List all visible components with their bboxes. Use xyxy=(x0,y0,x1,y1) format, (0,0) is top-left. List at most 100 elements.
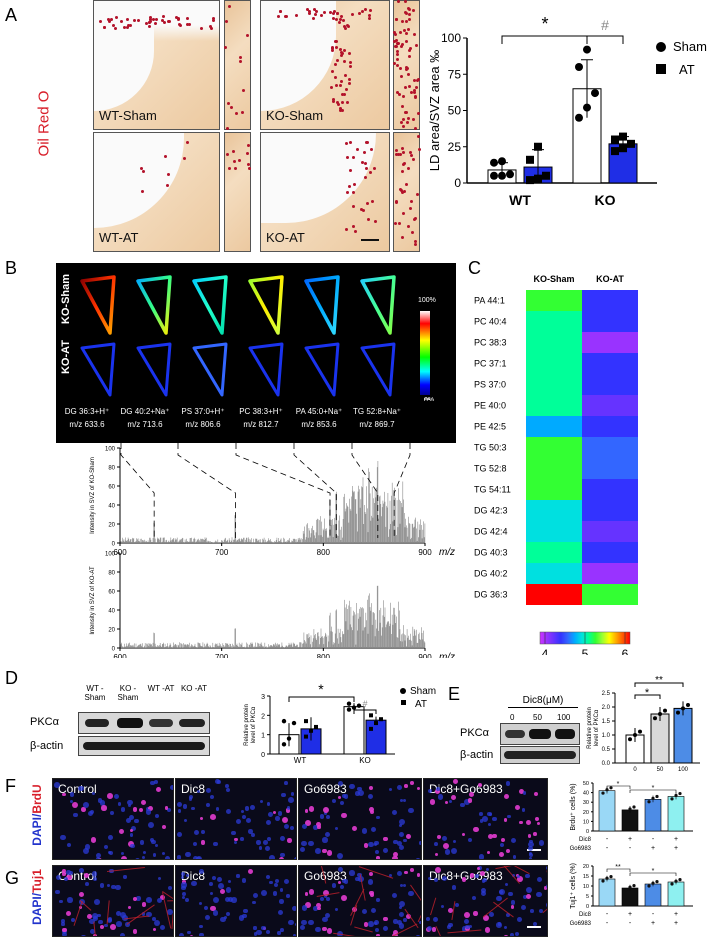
cell-nucleus xyxy=(288,797,294,803)
sig-bracket xyxy=(587,36,623,44)
lipid-droplet xyxy=(348,78,351,81)
cell-nucleus xyxy=(342,879,346,883)
cell-nucleus xyxy=(369,807,374,812)
legend-marker-sham xyxy=(656,42,666,52)
treatment-mark: - xyxy=(606,845,609,852)
lipid-droplet xyxy=(228,5,231,8)
y-tick-label: 0 xyxy=(586,904,589,910)
cell-nucleus xyxy=(547,811,548,815)
lipid-droplet xyxy=(343,93,346,96)
cell-nucleus xyxy=(153,928,156,931)
data-point xyxy=(678,792,681,795)
cell-nucleus xyxy=(499,890,503,894)
msi-sham-5 xyxy=(362,277,394,333)
fluo-f-dic8: Dic8 xyxy=(175,778,297,860)
cell-nucleus xyxy=(210,795,214,799)
cell-nucleus xyxy=(256,840,260,844)
treatment-mark: + xyxy=(674,911,678,918)
cell-nucleus xyxy=(506,849,510,853)
scale-bar xyxy=(361,239,379,241)
y-tick-label: 50 xyxy=(448,104,462,118)
data-point xyxy=(575,63,583,71)
row-label: DG 42:4 xyxy=(474,527,508,537)
cell-nucleus xyxy=(104,845,108,849)
heatmap-cell xyxy=(526,311,582,332)
cell-nucleus xyxy=(228,897,233,902)
cell-nucleus xyxy=(191,881,197,887)
data-point xyxy=(357,703,361,707)
msi-triangles xyxy=(56,263,456,401)
cell-nucleus xyxy=(265,846,270,851)
data-point xyxy=(369,727,373,731)
panel-label-d: D xyxy=(5,668,18,689)
data-point xyxy=(309,729,313,733)
lipid-droplet xyxy=(394,222,397,225)
bar xyxy=(645,799,661,831)
cell-nucleus xyxy=(59,900,63,904)
row-label: PC 38:3 xyxy=(474,338,507,348)
cell-nucleus xyxy=(445,801,448,804)
cell-nucleus xyxy=(278,910,283,915)
cell-nucleus xyxy=(193,842,197,846)
cell-nucleus xyxy=(273,811,276,814)
x-tick-label: 900 xyxy=(418,653,432,658)
cell-nucleus xyxy=(56,875,61,880)
peak-label: DG 36:3+H⁺m/z 633.6 xyxy=(58,405,116,431)
cell-nucleus xyxy=(515,805,521,811)
cell-nucleus xyxy=(67,897,72,902)
cell-nucleus xyxy=(449,800,452,803)
cell-nucleus xyxy=(521,905,526,910)
lipid-droplet xyxy=(336,59,339,62)
cell-nucleus xyxy=(156,787,161,792)
treatment-label: Go6983 xyxy=(570,921,592,927)
heatmap-cell xyxy=(582,374,638,395)
band-label-actin-e: β-actin xyxy=(460,749,493,761)
cell-nucleus xyxy=(375,928,379,932)
cell-nucleus xyxy=(349,784,354,789)
lipid-droplet xyxy=(405,20,408,23)
cell-nucleus xyxy=(277,931,280,934)
cell-nucleus xyxy=(376,856,380,860)
lipid-droplet xyxy=(346,191,349,194)
cell-nucleus xyxy=(397,785,402,790)
treatment-mark: + xyxy=(651,920,655,927)
lipid-droplet xyxy=(227,102,230,105)
cell-nucleus xyxy=(97,914,101,918)
data-point xyxy=(655,880,658,883)
cell-nucleus xyxy=(511,900,515,904)
heatmap-cell xyxy=(582,479,638,500)
data-point xyxy=(609,786,612,789)
cell-nucleus xyxy=(376,898,379,901)
y-tick-label: 60 xyxy=(108,590,115,596)
y-tick-label: 2.0 xyxy=(602,705,611,711)
cell-nucleus xyxy=(204,906,208,910)
cell-nucleus xyxy=(201,830,205,834)
data-point xyxy=(651,882,654,885)
data-point xyxy=(314,725,318,729)
lipid-droplet xyxy=(241,111,244,114)
heatmap-cell xyxy=(582,563,638,584)
lipid-droplet xyxy=(320,14,323,17)
y-tick-label: 40 xyxy=(108,609,115,615)
cell-nucleus xyxy=(403,839,407,843)
treatment-mark: - xyxy=(606,911,609,918)
cell-nucleus xyxy=(148,822,154,828)
fluo-g-control: Control xyxy=(52,865,174,937)
cell-nucleus xyxy=(295,923,297,926)
cell-nucleus xyxy=(185,898,189,902)
treatment-mark: + xyxy=(628,836,632,843)
lipid-droplet xyxy=(336,12,339,15)
cell-nucleus xyxy=(199,902,202,905)
lipid-droplet xyxy=(344,27,347,30)
msi-sham-0 xyxy=(82,277,114,333)
x-tick-label: 900 xyxy=(418,548,432,557)
cell-nucleus xyxy=(534,792,538,796)
cell-nucleus xyxy=(421,916,422,920)
cell-nucleus xyxy=(296,908,297,912)
lipid-droplet xyxy=(409,207,412,210)
cell-nucleus xyxy=(142,902,147,907)
cell-nucleus xyxy=(157,898,162,903)
cell-nucleus xyxy=(403,918,407,922)
data-point xyxy=(534,175,542,183)
lipid-droplet xyxy=(398,222,401,225)
